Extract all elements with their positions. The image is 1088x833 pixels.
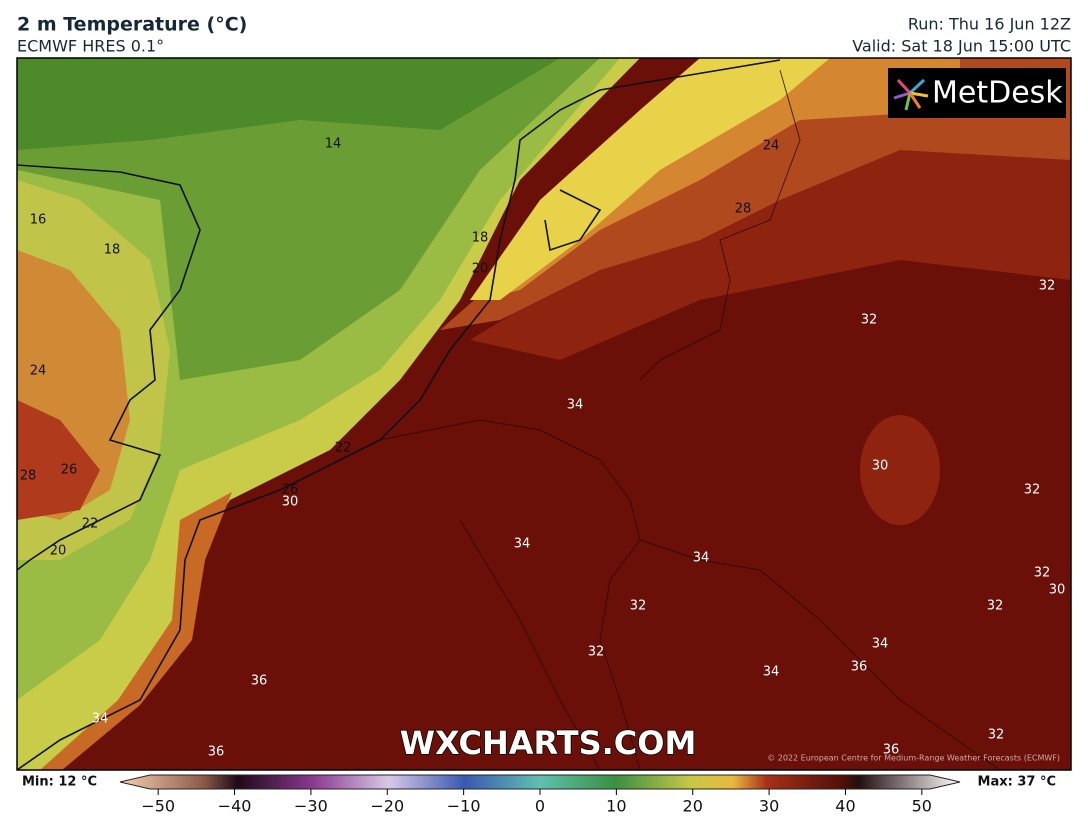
contour-label: 28 — [20, 469, 37, 484]
contour-label: 36 — [883, 743, 900, 758]
contour-label: 32 — [1039, 279, 1056, 294]
contour-label: 32 — [988, 728, 1005, 743]
contour-label: 18 — [472, 231, 489, 246]
valid-time: Valid: Sat 18 Jun 15:00 UTC — [852, 37, 1071, 56]
min-label: Min: 12 °C — [22, 775, 97, 790]
tick-label: 10 — [606, 797, 626, 816]
contour-label: 28 — [735, 202, 752, 217]
contour-label: 22 — [82, 517, 99, 532]
map-frame — [16, 57, 1072, 771]
contour-label: 26 — [282, 483, 299, 498]
tick-label: 40 — [835, 797, 855, 816]
run-time: Run: Thu 16 Jun 12Z — [908, 15, 1071, 34]
contour-label: 34 — [92, 712, 109, 727]
contour-label: 30 — [1049, 583, 1066, 598]
contour-label: 32 — [1024, 483, 1041, 498]
title: 2 m Temperature (°C) — [17, 14, 247, 36]
colorbar — [119, 774, 961, 790]
contour-label: 20 — [472, 262, 489, 277]
model: ECMWF HRES 0.1° — [17, 37, 164, 56]
tick-label: 50 — [912, 797, 932, 816]
logo: MetDesk — [932, 76, 1063, 111]
tick-label: −10 — [447, 797, 481, 816]
contour-label: 32 — [861, 313, 878, 328]
contour-label: 34 — [514, 537, 531, 552]
contour-label: 14 — [325, 137, 342, 152]
contour-label: 30 — [282, 495, 299, 510]
map: MetDesk WXCHARTS.COM © 2022 European Cen… — [17, 58, 1071, 770]
contour-label: 36 — [208, 745, 225, 760]
contour-label: 34 — [763, 665, 780, 680]
contour-label: 30 — [872, 459, 889, 474]
contour-label: 24 — [763, 139, 780, 154]
contour-label: 26 — [61, 463, 78, 478]
watermark: WXCHARTS.COM — [400, 724, 697, 762]
contour-label: 18 — [104, 243, 121, 258]
contour-label: 16 — [30, 213, 47, 228]
contour-label: 32 — [588, 645, 605, 660]
contour-label: 32 — [987, 599, 1004, 614]
tick-label: −50 — [141, 797, 175, 816]
contour-label: 36 — [851, 660, 868, 675]
contour-label: 22 — [335, 441, 352, 456]
tick-label: −40 — [218, 797, 252, 816]
contour-label: 34 — [872, 637, 889, 652]
contour-label: 32 — [630, 599, 647, 614]
contour-label: 32 — [1034, 566, 1051, 581]
contour-label: 36 — [251, 674, 268, 689]
max-label: Max: 37 °C — [978, 775, 1056, 790]
tick-label: 20 — [683, 797, 703, 816]
tick-label: 0 — [535, 797, 545, 816]
tick-label: −20 — [370, 797, 404, 816]
contour-label: 24 — [30, 364, 47, 379]
tick-label: 30 — [759, 797, 779, 816]
contour-label: 34 — [567, 398, 584, 413]
contour-label: 20 — [50, 544, 67, 559]
contour-label: 34 — [693, 551, 710, 566]
tick-label: −30 — [294, 797, 328, 816]
copyright: © 2022 European Centre for Medium-Range … — [767, 754, 1060, 763]
